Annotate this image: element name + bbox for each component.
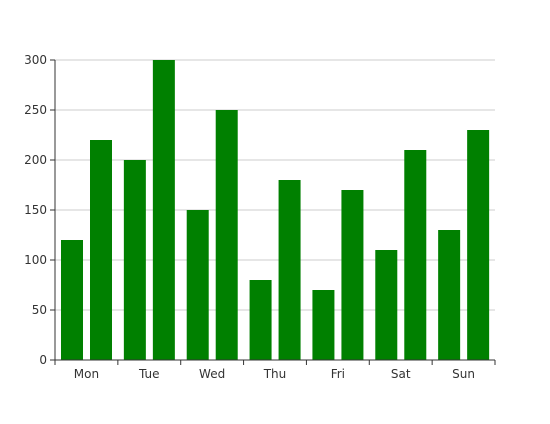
bar-wed-series-2 (215, 110, 238, 360)
x-tick-label: Thu (263, 367, 287, 381)
bar-wed-series-1 (186, 210, 209, 360)
tick-labels: 0 50 100 150 200 250 300 Mon Tue Wed Thu Fri Sat Sun (24, 53, 475, 381)
x-tick-label: Sun (452, 367, 475, 381)
axes (50, 59, 496, 365)
y-tick-label: 300 (24, 53, 47, 67)
y-tick-label: 250 (24, 103, 47, 117)
bar-sat-series-1 (375, 250, 398, 360)
x-tick-label: Mon (74, 367, 99, 381)
x-tick-label: Tue (138, 367, 160, 381)
bar-mon-series-1 (61, 240, 83, 360)
bar-thu-series-2 (278, 180, 301, 360)
y-tick-label: 50 (32, 303, 47, 317)
x-tick-label: Wed (199, 367, 225, 381)
y-tick-label: 0 (39, 353, 47, 367)
bar-fri-series-1 (312, 290, 335, 360)
bar-sat-series-2 (404, 150, 427, 360)
y-tick-label: 200 (24, 153, 47, 167)
x-tick-label: Sat (391, 367, 411, 381)
grid-lines (55, 59, 495, 311)
bar-fri-series-2 (341, 190, 364, 360)
y-tick-label: 100 (24, 253, 47, 267)
bar-thu-series-1 (249, 280, 272, 360)
bar-tue-series-2 (152, 60, 175, 360)
bars (61, 60, 490, 360)
bar-sun-series-1 (438, 230, 461, 360)
bar-mon-series-2 (90, 140, 112, 360)
y-tick-label: 150 (24, 203, 47, 217)
bar-tue-series-1 (123, 160, 146, 360)
x-tick-label: Fri (331, 367, 345, 381)
bar-sun-series-2 (467, 130, 490, 360)
